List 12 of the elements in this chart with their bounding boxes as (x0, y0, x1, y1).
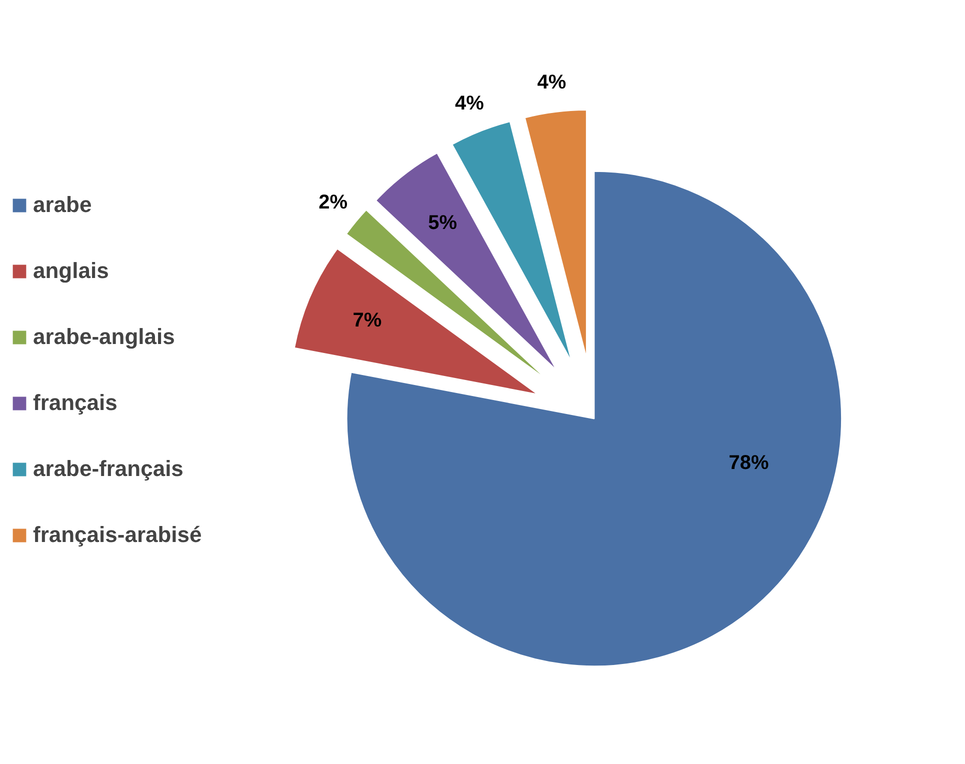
data-label: 4% (537, 71, 566, 94)
legend-label: arabe (33, 192, 92, 218)
legend-label: arabe-anglais (33, 324, 175, 350)
legend-label: français-arabisé (33, 522, 202, 548)
legend-label: anglais (33, 258, 109, 284)
legend-label: français (33, 390, 118, 416)
data-label: 5% (428, 212, 458, 234)
data-label: 78% (728, 452, 769, 474)
legend-label: arabe-français (33, 456, 184, 482)
data-label: 2% (318, 192, 348, 214)
data-label: 4% (454, 92, 484, 115)
data-label: 7% (352, 309, 382, 332)
